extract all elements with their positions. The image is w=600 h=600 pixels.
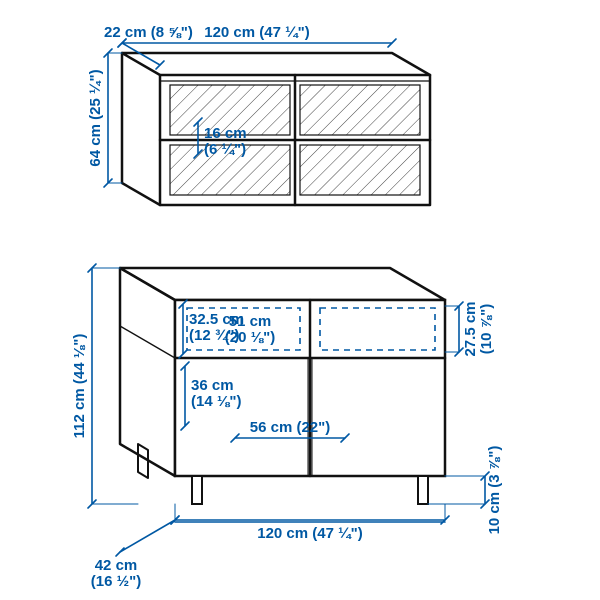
svg-text:(6 ¼"): (6 ¼") bbox=[204, 141, 246, 158]
svg-text:(16 ½"): (16 ½") bbox=[91, 573, 141, 590]
svg-text:22 cm (8 ⅝"): 22 cm (8 ⅝") bbox=[104, 24, 193, 41]
svg-text:112 cm (44 ⅛"): 112 cm (44 ⅛") bbox=[71, 334, 88, 439]
svg-text:(20 ⅛"): (20 ⅛") bbox=[225, 329, 275, 346]
svg-text:36 cm: 36 cm bbox=[191, 377, 234, 394]
svg-text:27.5 cm: 27.5 cm bbox=[462, 301, 479, 356]
svg-text:51 cm: 51 cm bbox=[229, 313, 272, 330]
svg-text:42 cm: 42 cm bbox=[95, 557, 138, 574]
svg-text:120 cm (47 ¼"): 120 cm (47 ¼") bbox=[204, 24, 310, 41]
svg-text:64 cm (25 ¼"): 64 cm (25 ¼") bbox=[87, 69, 104, 166]
upper-cabinet bbox=[122, 53, 430, 205]
svg-text:120 cm (47 ¼"): 120 cm (47 ¼") bbox=[257, 525, 363, 542]
svg-text:16 cm: 16 cm bbox=[204, 125, 247, 142]
svg-text:10 cm (3 ⅞"): 10 cm (3 ⅞") bbox=[486, 446, 503, 535]
svg-text:(10 ⅞"): (10 ⅞") bbox=[478, 304, 495, 354]
lower-cabinet bbox=[120, 268, 445, 504]
svg-text:56 cm (22"): 56 cm (22") bbox=[250, 419, 331, 436]
svg-text:(14 ⅛"): (14 ⅛") bbox=[191, 393, 241, 410]
